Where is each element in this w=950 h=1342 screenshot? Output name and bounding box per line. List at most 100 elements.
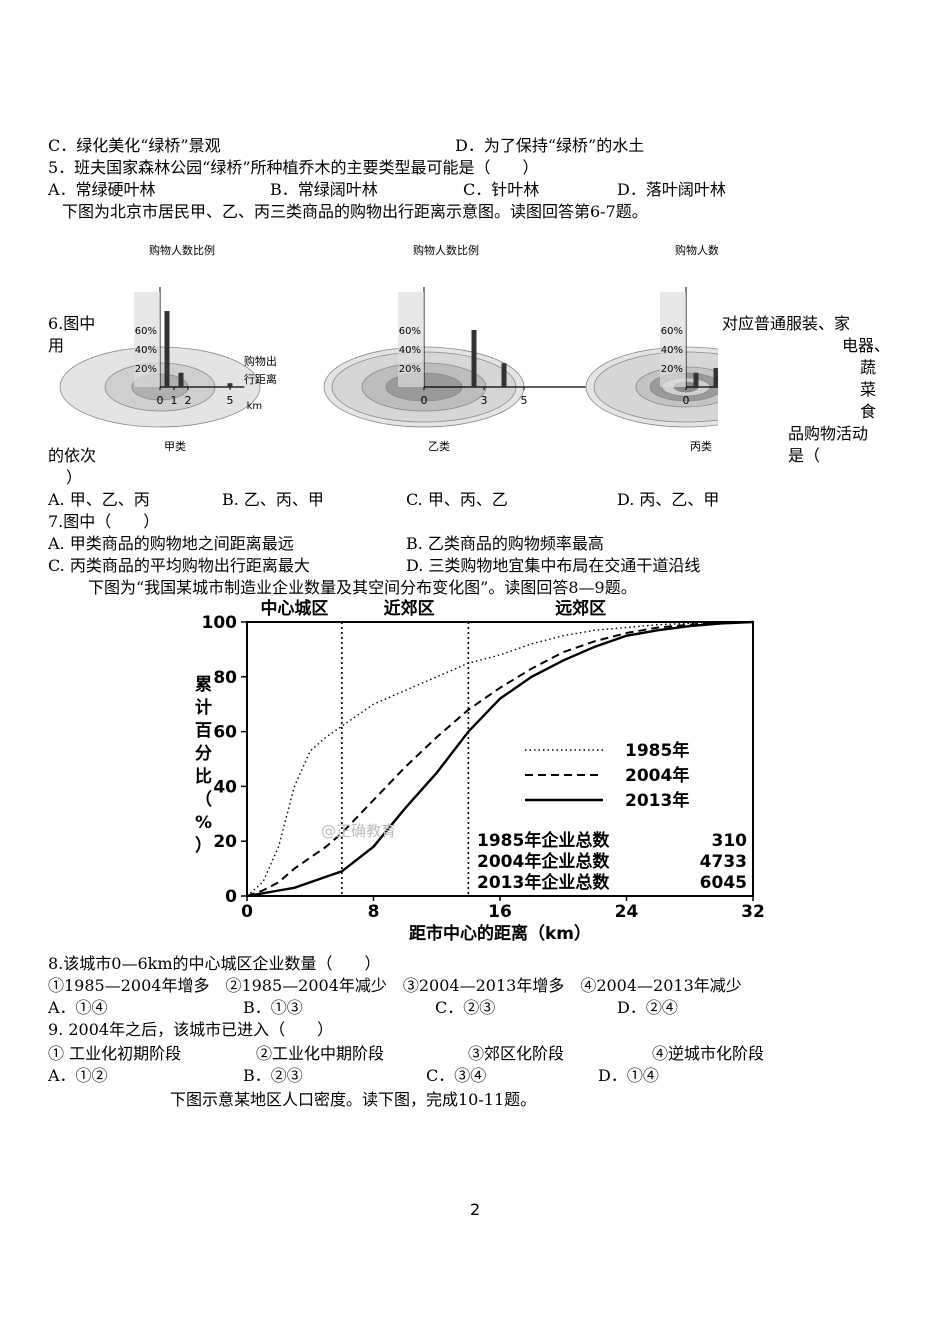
q8-statements: ①1985—2004年增多 ②1985—2004年减少 ③2004—2013年增… bbox=[48, 976, 742, 995]
legend-label: 2013年 bbox=[625, 790, 689, 811]
x-tick-label: 2 bbox=[185, 394, 192, 407]
y-tick-label: 20 bbox=[213, 832, 237, 852]
intro-10-11: 下图示意某地区人口密度。读下图，完成10-11题。 bbox=[170, 1090, 537, 1109]
y-tick-label: 60% bbox=[135, 326, 157, 337]
distance-bar bbox=[164, 311, 170, 387]
q9-statement-4: ④逆城市化阶段 bbox=[652, 1044, 765, 1063]
total-value: 310 bbox=[712, 831, 748, 851]
total-value: 6045 bbox=[700, 873, 747, 893]
q6-stem-11: ） bbox=[66, 468, 83, 487]
y-tick-label: 0 bbox=[225, 887, 237, 907]
x-tick-label: 5 bbox=[227, 394, 234, 407]
x-tick-label: 24 bbox=[615, 902, 639, 922]
page-number: 2 bbox=[470, 1200, 481, 1219]
x-tick-label: 5 bbox=[521, 394, 528, 407]
y-tick-label: 40% bbox=[135, 345, 157, 356]
intro-8-9: 下图为“我国某城市制造业企业数量及其空间分布变化图”。读图回答8—9题。 bbox=[88, 578, 637, 597]
q6-option-c: C. 甲、丙、乙 bbox=[406, 490, 508, 509]
x-axis-title: 距市中心的距离（km） bbox=[409, 923, 591, 944]
y-tick-label: 20% bbox=[135, 364, 157, 375]
q7-option-d: D. 三类购物地宜集中布局在交通干道沿线 bbox=[406, 556, 701, 575]
q9-statement-2: ②工业化中期阶段 bbox=[256, 1044, 385, 1063]
y-tick-label: 100 bbox=[202, 613, 238, 633]
q9-statement-1: ① 工业化初期阶段 bbox=[48, 1044, 182, 1063]
y-axis-title: 累计百分比（%） bbox=[195, 675, 212, 856]
q7-stem: 7.图中（ ） bbox=[48, 512, 160, 531]
distance-bar bbox=[693, 372, 699, 387]
y-axis-title: 购物人数比例 bbox=[149, 243, 215, 257]
distance-bar bbox=[471, 330, 477, 387]
x-tick-label: 0 bbox=[421, 394, 428, 407]
watermark: @正确教育 bbox=[321, 822, 396, 840]
q6-stem-8: 品购物活动 bbox=[788, 424, 869, 443]
y-axis-title: 购物人数比例 bbox=[675, 243, 718, 257]
q6-option-a: A. 甲、乙、丙 bbox=[48, 490, 150, 509]
q9-option-a: A．①② bbox=[48, 1066, 108, 1085]
y-tick-label: 20% bbox=[661, 364, 683, 375]
x-tick-label: 1 bbox=[171, 394, 178, 407]
q6-stem-1: 6.图中 bbox=[48, 314, 96, 333]
q6-option-d: D. 丙、乙、甲 bbox=[617, 490, 720, 509]
q5-option-c: C．针叶林 bbox=[463, 180, 540, 199]
y-axis-band bbox=[134, 292, 160, 387]
q5-option-a: A．常绿硬叶林 bbox=[48, 180, 156, 199]
x-tick-label: 0 bbox=[157, 394, 164, 407]
q4-option-c: C．绿化美化“绿桥”景观 bbox=[48, 136, 221, 155]
panel-name: 丙类 bbox=[690, 439, 712, 453]
shopping-panel-1: 20% 40% 60% 购物人数比例 0 1 2 5 购物出行距离 km 甲类 bbox=[59, 243, 277, 453]
total-label: 2004年企业总数 bbox=[477, 851, 610, 872]
x-axis-unit: km bbox=[247, 401, 263, 412]
manufacturing-distribution-chart: 中心城区 近郊区 远郊区 0 20 40 60 80 100 0 8 16 24 32 距市中心的距离（km… bbox=[195, 598, 765, 944]
q6-stem-9: 是（ bbox=[788, 446, 821, 465]
q9-statement-3: ③郊区化阶段 bbox=[468, 1044, 565, 1063]
q8-stem: 8.该城市0—6km的中心城区企业数量（ ） bbox=[48, 954, 381, 973]
q6-option-b: B. 乙、丙、甲 bbox=[222, 490, 324, 509]
q7-option-b: B. 乙类商品的购物频率最高 bbox=[406, 534, 604, 553]
q6-stem-6: 菜 bbox=[860, 380, 877, 399]
q6-stem-4: 电器、 bbox=[842, 336, 891, 355]
q8-option-b: B．①③ bbox=[243, 998, 303, 1017]
x-tick-label: 8 bbox=[368, 902, 380, 922]
y-axis-band bbox=[398, 292, 424, 387]
x-tick-label: 3 bbox=[481, 394, 488, 407]
q6-stem-7: 食 bbox=[860, 402, 877, 421]
x-axis-title-1: 购物出 bbox=[244, 354, 277, 368]
series-line-dashed bbox=[246, 621, 753, 897]
q6-stem-2: 用 bbox=[48, 336, 65, 355]
y-tick-label: 60% bbox=[661, 326, 683, 337]
distance-bar bbox=[501, 363, 507, 387]
q9-option-b: B．②③ bbox=[243, 1066, 303, 1085]
x-axis-title-2: 行距离 bbox=[244, 372, 277, 386]
q4-option-d: D．为了保持“绿桥”的水土 bbox=[455, 136, 645, 155]
y-tick-label: 40% bbox=[661, 345, 683, 356]
q8-option-d: D．②④ bbox=[617, 998, 678, 1017]
intro-6-7: 下图为北京市居民甲、乙、丙三类商品的购物出行距离示意图。读图回答第6-7题。 bbox=[62, 202, 648, 221]
x-tick-label: 32 bbox=[741, 902, 765, 922]
q9-option-d: D．①④ bbox=[598, 1066, 659, 1085]
y-tick-label: 20% bbox=[399, 364, 421, 375]
x-tick-label: 0 bbox=[683, 394, 690, 407]
x-tick-label: 16 bbox=[488, 902, 512, 922]
q5-option-b: B．常绿阔叶林 bbox=[270, 180, 378, 199]
q6-stem-10: 的依次 bbox=[48, 446, 97, 465]
y-tick-label: 60% bbox=[399, 326, 421, 337]
total-label: 2013年企业总数 bbox=[477, 872, 610, 893]
q5-stem: 5．班夫国家森林公园“绿桥”所种植乔木的主要类型最可能是（ ） bbox=[48, 158, 539, 177]
y-axis-title: 购物人数比例 bbox=[413, 243, 479, 257]
distance-bar bbox=[713, 368, 718, 387]
zone-label: 中心城区 bbox=[260, 598, 328, 619]
zone-label: 近郊区 bbox=[384, 598, 435, 619]
series-line-solid bbox=[246, 620, 754, 898]
q6-stem-3: 对应普通服装、家 bbox=[722, 314, 851, 333]
total-value: 4733 bbox=[700, 852, 747, 872]
series-line-dotted bbox=[246, 621, 753, 897]
distance-bar bbox=[178, 372, 184, 387]
total-label: 1985年企业总数 bbox=[477, 830, 610, 851]
y-tick-label: 60 bbox=[213, 723, 237, 743]
distance-bar bbox=[227, 383, 233, 387]
shopping-panel-3: 20%40%60%购物人数比例035910购物出行距离km丙类 bbox=[585, 243, 718, 453]
zone-label: 远郊区 bbox=[555, 598, 606, 619]
y-tick-label: 80 bbox=[213, 668, 237, 688]
legend-label: 2004年 bbox=[625, 765, 689, 786]
